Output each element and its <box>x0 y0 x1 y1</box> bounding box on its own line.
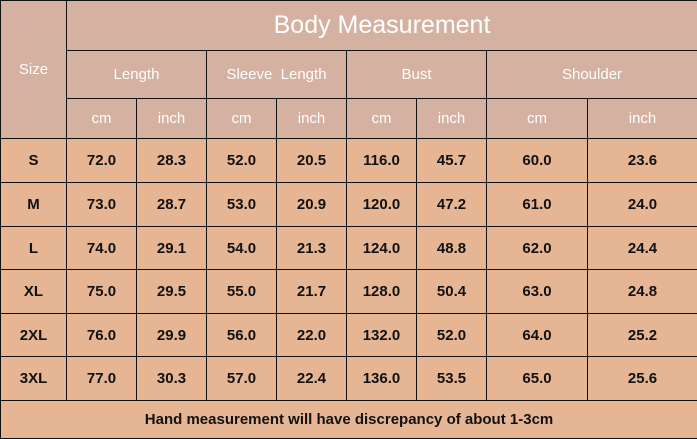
table-row: 3XL 77.0 30.3 57.0 22.4 136.0 53.5 65.0 25.6 <box>0 356 697 401</box>
value-cell: 20.9 <box>276 182 347 227</box>
unit-header: inch <box>136 98 207 139</box>
unit-header: inch <box>586 98 697 139</box>
value-cell: 64.0 <box>486 313 588 357</box>
value-cell: 20.5 <box>276 138 347 183</box>
value-cell: 48.8 <box>416 226 487 270</box>
value-cell: 25.2 <box>586 313 697 357</box>
value-cell: 50.4 <box>416 269 487 314</box>
unit-header: cm <box>66 98 137 139</box>
table-row: L 74.0 29.1 54.0 21.3 124.0 48.8 62.0 24.4 <box>0 226 697 270</box>
value-cell: 56.0 <box>206 313 277 357</box>
value-cell: 75.0 <box>66 269 137 314</box>
value-cell: 61.0 <box>486 182 588 227</box>
value-cell: 60.0 <box>486 138 588 183</box>
group-header-length: Length <box>66 50 207 99</box>
value-cell: 24.4 <box>586 226 697 270</box>
value-cell: 74.0 <box>66 226 137 270</box>
value-cell: 72.0 <box>66 138 137 183</box>
value-cell: 28.7 <box>136 182 207 227</box>
value-cell: 21.3 <box>276 226 347 270</box>
group-header-bust: Bust <box>346 50 487 99</box>
unit-header: cm <box>206 98 277 139</box>
value-cell: 65.0 <box>486 356 588 401</box>
group-header-sleeve-length: Sleeve Length <box>206 50 347 99</box>
value-cell: 29.5 <box>136 269 207 314</box>
value-cell: 128.0 <box>346 269 417 314</box>
value-cell: 24.0 <box>586 182 697 227</box>
unit-header: cm <box>346 98 417 139</box>
value-cell: 29.1 <box>136 226 207 270</box>
measurement-note: Hand measurement will have discrepancy o… <box>0 400 697 439</box>
value-cell: 62.0 <box>486 226 588 270</box>
table-row: XL 75.0 29.5 55.0 21.7 128.0 50.4 63.0 24.8 <box>0 269 697 314</box>
value-cell: 53.5 <box>416 356 487 401</box>
table-row: M 73.0 28.7 53.0 20.9 120.0 47.2 61.0 24.0 <box>0 182 697 227</box>
table-row: S 72.0 28.3 52.0 20.5 116.0 45.7 60.0 23.6 <box>0 138 697 183</box>
value-cell: 63.0 <box>486 269 588 314</box>
value-cell: 21.7 <box>276 269 347 314</box>
value-cell: 53.0 <box>206 182 277 227</box>
value-cell: 54.0 <box>206 226 277 270</box>
value-cell: 22.4 <box>276 356 347 401</box>
size-cell: 2XL <box>0 313 67 357</box>
size-cell: 3XL <box>0 356 67 401</box>
value-cell: 52.0 <box>416 313 487 357</box>
value-cell: 28.3 <box>136 138 207 183</box>
value-cell: 132.0 <box>346 313 417 357</box>
value-cell: 116.0 <box>346 138 417 183</box>
value-cell: 77.0 <box>66 356 137 401</box>
value-cell: 29.9 <box>136 313 207 357</box>
size-cell: S <box>0 138 67 183</box>
unit-header: inch <box>416 98 487 139</box>
value-cell: 57.0 <box>206 356 277 401</box>
value-cell: 136.0 <box>346 356 417 401</box>
size-cell: M <box>0 182 67 227</box>
value-cell: 23.6 <box>586 138 697 183</box>
value-cell: 22.0 <box>276 313 347 357</box>
table-row: 2XL 76.0 29.9 56.0 22.0 132.0 52.0 64.0 25.2 <box>0 313 697 357</box>
size-header: Size <box>0 0 67 139</box>
value-cell: 30.3 <box>136 356 207 401</box>
value-cell: 76.0 <box>66 313 137 357</box>
size-cell: L <box>0 226 67 270</box>
chart-title: Body Measurement <box>65 0 697 51</box>
value-cell: 73.0 <box>66 182 137 227</box>
unit-header: cm <box>486 98 588 139</box>
value-cell: 120.0 <box>346 182 417 227</box>
value-cell: 24.8 <box>586 269 697 314</box>
group-header-shoulder: Shoulder <box>485 50 697 99</box>
size-cell: XL <box>0 269 67 314</box>
value-cell: 124.0 <box>346 226 417 270</box>
unit-header: inch <box>276 98 347 139</box>
value-cell: 45.7 <box>416 138 487 183</box>
value-cell: 25.6 <box>586 356 697 401</box>
value-cell: 55.0 <box>206 269 277 314</box>
value-cell: 47.2 <box>416 182 487 227</box>
value-cell: 52.0 <box>206 138 277 183</box>
